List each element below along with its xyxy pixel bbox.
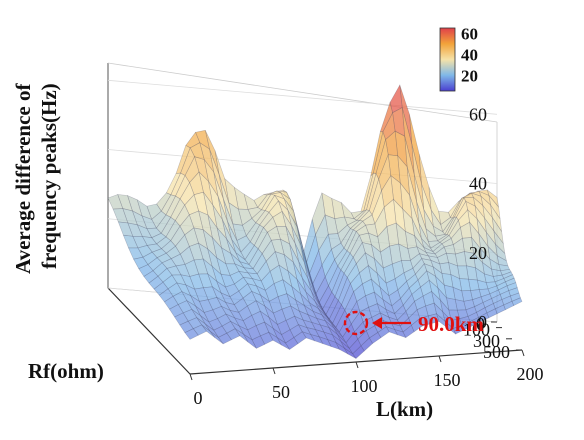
x-axis-title: L(km) — [376, 397, 433, 421]
x-tick-mark — [521, 349, 525, 357]
y-tick-label: 300 — [473, 331, 500, 351]
colorbar-tick-label: 40 — [461, 45, 478, 64]
z-gridline — [107, 79, 498, 115]
colorbar-bar — [439, 27, 456, 92]
z-tick-label: 60 — [469, 104, 487, 124]
y-tick-label: 100 — [463, 320, 490, 340]
colorbar-tick-label: 60 — [461, 24, 478, 43]
min-marker-circle — [343, 310, 369, 336]
min-annotation: 90.0km — [343, 310, 484, 336]
x-tick-label: 100 — [351, 376, 378, 396]
x-tick-label: 50 — [272, 382, 290, 402]
x-tick-mark — [355, 361, 359, 369]
x-tick-label: 150 — [434, 370, 461, 390]
z-tick-label: 20 — [469, 243, 487, 263]
z-axis-title-line1: Average difference of — [11, 83, 35, 274]
x-tick-label: 0 — [194, 388, 203, 408]
y-axis-line — [107, 287, 191, 375]
x-tick-labels: 0 50 100 150 200 — [189, 349, 544, 408]
z-tick-label: 0 — [478, 312, 487, 332]
colorbar-tick-label: 20 — [461, 66, 478, 85]
y-axis-title: Rf(ohm) — [28, 359, 104, 383]
x-tick-mark — [438, 355, 442, 363]
annotation-arrow-head — [372, 317, 382, 329]
x-tick-mark — [189, 373, 193, 381]
z-gridline — [107, 149, 498, 184]
y-tick-label: 500 — [483, 342, 510, 362]
back-wall-top — [107, 62, 498, 123]
surface-patch — [184, 328, 199, 340]
annotation-text: 90.0km — [418, 312, 484, 336]
z-tick-label: 40 — [469, 174, 487, 194]
x-tick-mark — [272, 367, 276, 375]
surface-mesh — [107, 84, 523, 359]
x-tick-label: 200 — [517, 364, 544, 384]
z-tick-labels: 0 20 40 60 — [469, 104, 487, 332]
colorbar: 20 40 60 — [439, 24, 478, 92]
y-tick-label: 0 — [476, 314, 485, 334]
z-axis-title-line2: frequency peaks(Hz) — [37, 83, 61, 269]
colorbar-ticks: 20 40 60 — [461, 24, 478, 85]
